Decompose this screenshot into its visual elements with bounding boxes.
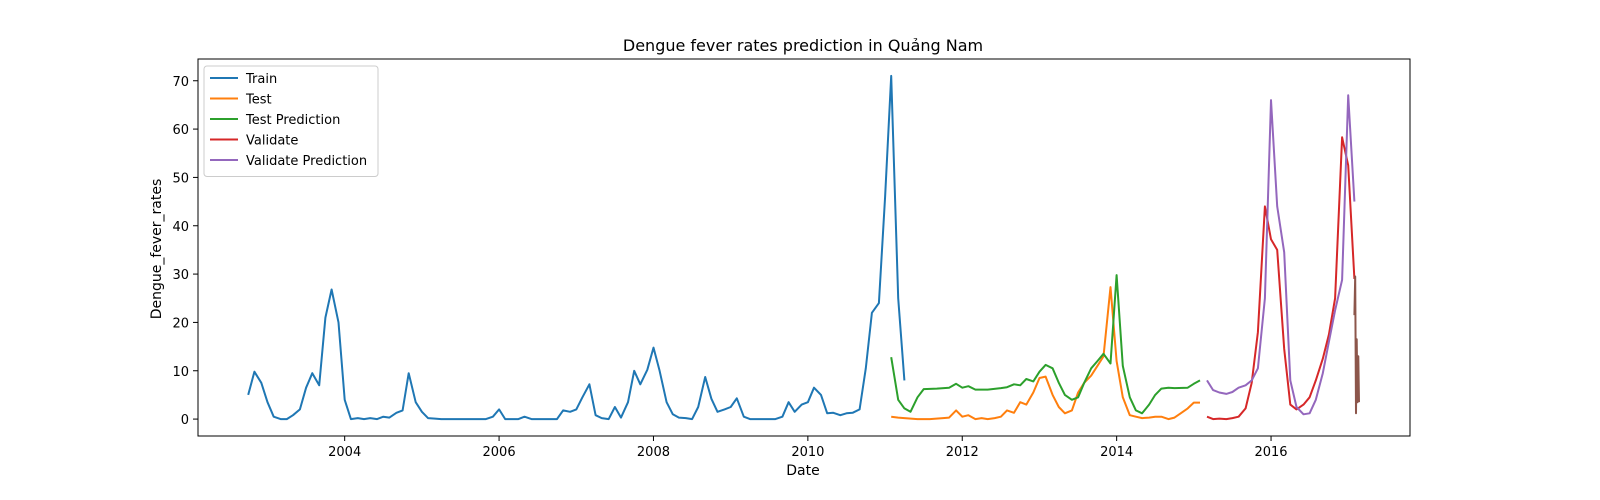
plot-frame: [197, 58, 1411, 437]
y-axis-label: Dengue_fever_rates: [149, 179, 165, 320]
legend-label: Validate: [246, 134, 298, 149]
y-tick-label: 10: [172, 365, 189, 380]
legend: Train Test Test Prediction Validate Validate…: [203, 65, 379, 177]
x-tick-label: 2012: [946, 445, 979, 460]
y-axis: 0 10 20 30 40 50 60 70: [172, 75, 198, 428]
x-tick-label: 2006: [483, 445, 516, 460]
x-tick-label: 2004: [328, 445, 361, 460]
legend-label: Test Prediction: [245, 113, 340, 128]
series-line-validate: [1206, 136, 1356, 421]
plot-area: [197, 58, 1411, 437]
legend-label: Train: [245, 72, 277, 87]
legend-label: Validate Prediction: [246, 154, 367, 169]
y-tick-label: 20: [172, 316, 189, 331]
series-line-train: [247, 74, 906, 421]
legend-label: Test: [245, 93, 272, 108]
x-axis: 2004 2006 2008 2010 2012 2014 2016: [328, 436, 1288, 460]
series-line-extra-5: [1353, 275, 1360, 415]
legend-box: [203, 65, 379, 177]
y-tick-label: 40: [172, 220, 189, 235]
series-layer: [247, 74, 1360, 421]
series-line-validate-prediction: [1206, 94, 1356, 416]
y-tick-label: 0: [181, 413, 189, 428]
y-tick-label: 50: [172, 171, 189, 186]
x-tick-label: 2010: [791, 445, 824, 460]
series-line-test: [891, 286, 1200, 421]
x-tick-label: 2014: [1100, 445, 1133, 460]
x-tick-label: 2008: [637, 445, 670, 460]
y-tick-label: 60: [172, 123, 189, 138]
x-tick-label: 2016: [1254, 445, 1287, 460]
y-tick-label: 30: [172, 268, 189, 283]
y-tick-label: 70: [172, 75, 189, 90]
x-axis-label: Date: [786, 463, 819, 479]
chart-title: Dengue fever rates prediction in Quảng N…: [623, 36, 983, 55]
series-line-test-prediction: [890, 274, 1201, 415]
